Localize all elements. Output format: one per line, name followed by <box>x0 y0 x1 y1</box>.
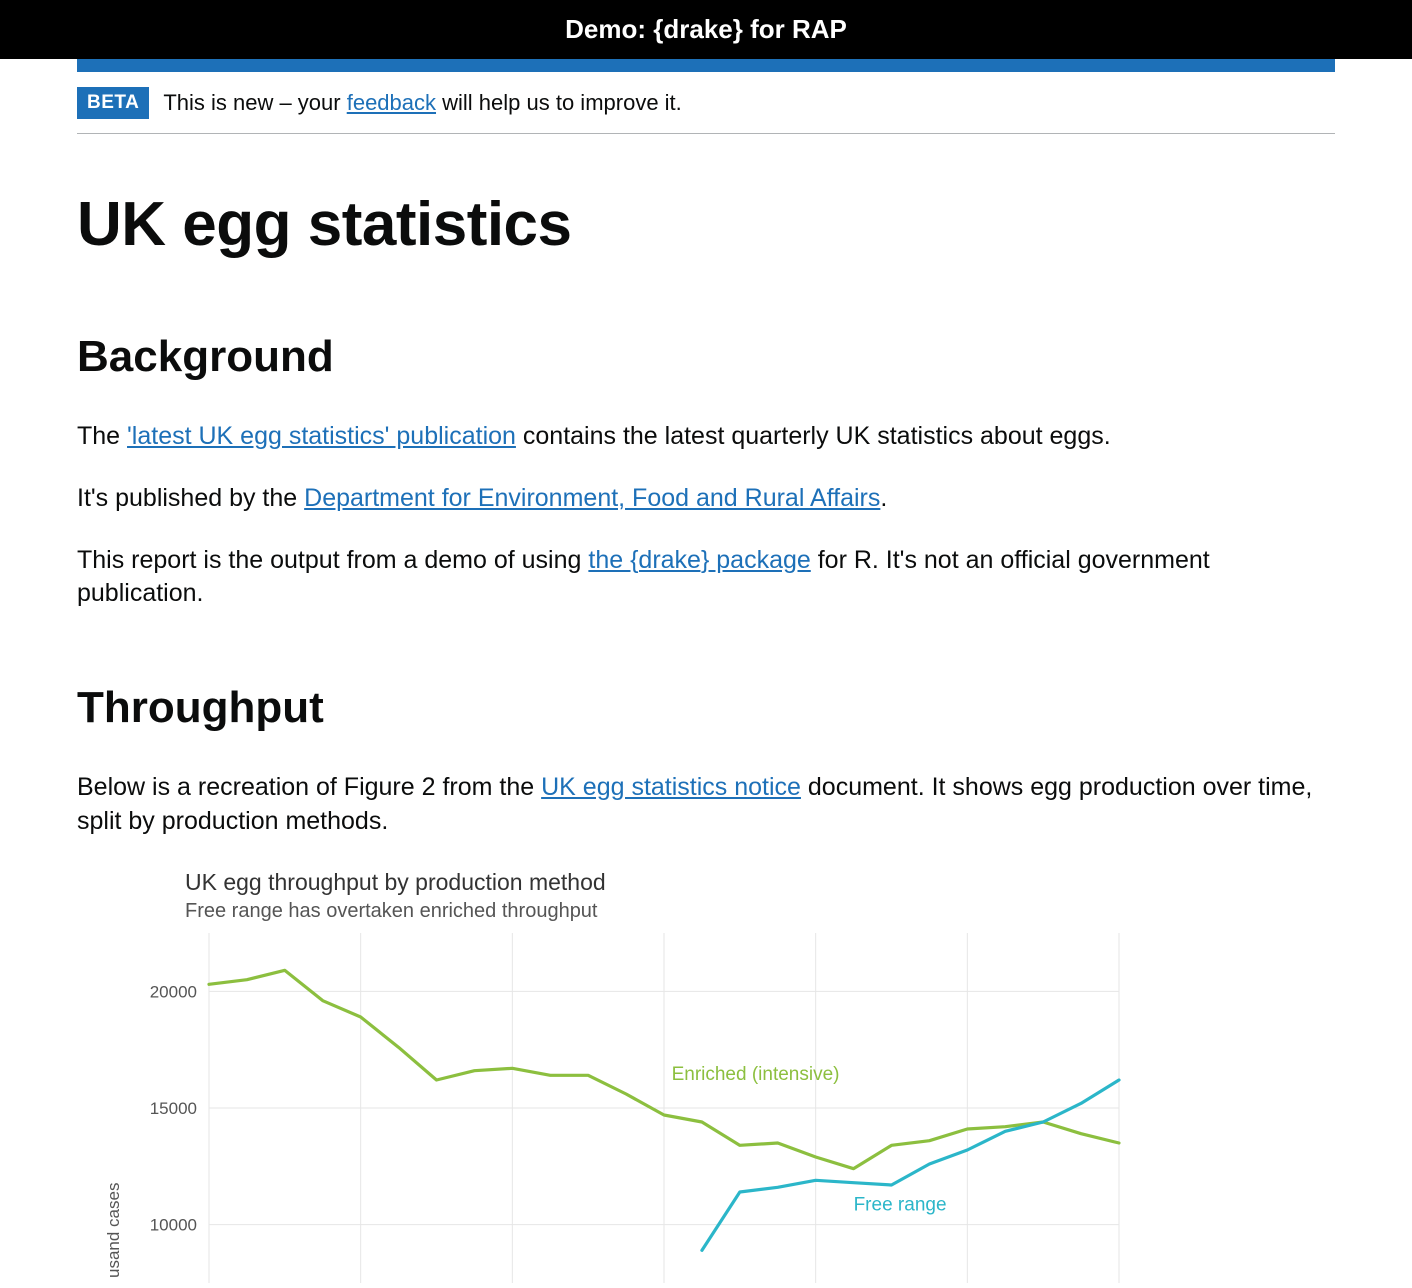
svg-text:15000: 15000 <box>150 1099 197 1118</box>
feedback-link[interactable]: feedback <box>347 90 436 115</box>
egg-notice-link[interactable]: UK egg statistics notice <box>541 773 801 801</box>
svg-text:10000: 10000 <box>150 1215 197 1234</box>
background-p2: It's published by the Department for Env… <box>77 482 1335 516</box>
latest-egg-stats-link[interactable]: 'latest UK egg statistics' publication <box>127 422 516 450</box>
chart-svg: 10000 15000 20000 usand cases Enriched (inte… <box>99 923 1149 1283</box>
throughput-chart: UK egg throughput by production method F… <box>77 869 1335 1288</box>
heading-background: Background <box>77 332 1335 382</box>
top-bar-title: Demo: {drake} for RAP <box>565 14 847 44</box>
blue-strip <box>77 59 1335 72</box>
svg-text:20000: 20000 <box>150 982 197 1001</box>
drake-link[interactable]: the {drake} package <box>588 546 810 574</box>
content: BETA This is new – your feedback will he… <box>0 72 1412 1288</box>
phase-text: This is new – your feedback will help us… <box>163 90 681 116</box>
defra-link[interactable]: Department for Environment, Food and Rur… <box>304 484 880 512</box>
heading-throughput: Throughput <box>77 683 1335 733</box>
svg-text:Enriched (intensive): Enriched (intensive) <box>672 1064 840 1085</box>
chart-subtitle: Free range has overtaken enriched throug… <box>185 900 1335 923</box>
phase-tag: BETA <box>77 87 149 119</box>
top-bar: Demo: {drake} for RAP <box>0 0 1412 59</box>
background-p3: This report is the output from a demo of… <box>77 544 1335 612</box>
background-p1: The 'latest UK egg statistics' publicati… <box>77 420 1335 454</box>
svg-text:Free range: Free range <box>854 1194 947 1215</box>
page-title: UK egg statistics <box>77 189 1335 260</box>
phase-banner: BETA This is new – your feedback will he… <box>77 72 1335 134</box>
svg-text:usand cases: usand cases <box>104 1182 123 1277</box>
throughput-p1: Below is a recreation of Figure 2 from t… <box>77 771 1335 839</box>
chart-title: UK egg throughput by production method <box>185 869 1335 896</box>
